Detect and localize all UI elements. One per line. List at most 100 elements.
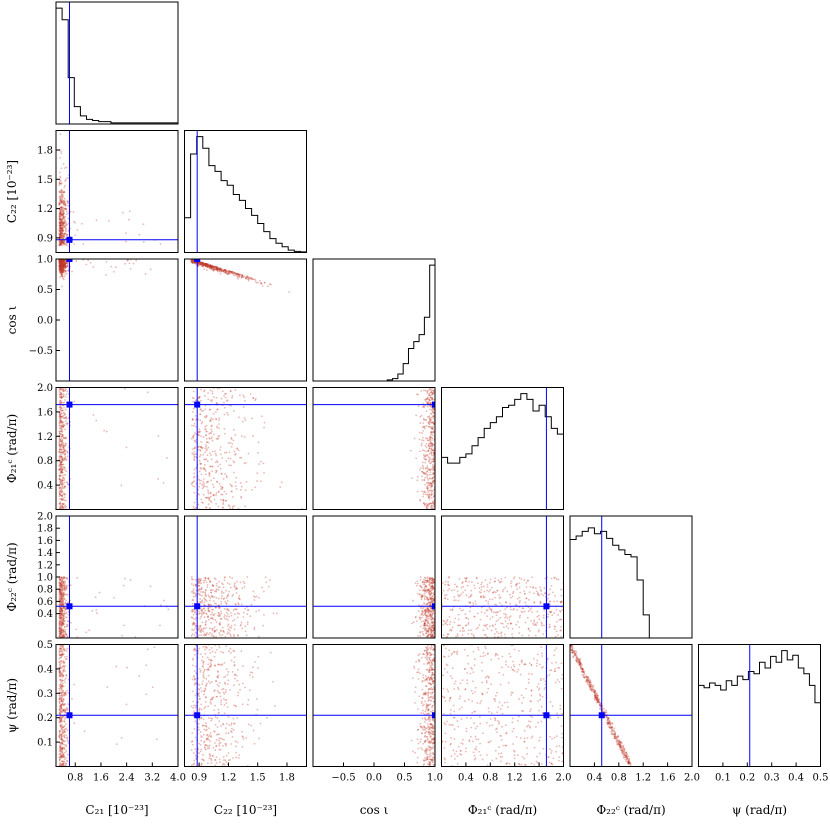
scatter-point — [87, 259, 90, 262]
scatter-point — [58, 632, 61, 635]
scatter-point — [444, 622, 447, 625]
scatter-point — [230, 438, 233, 441]
scatter-point — [527, 628, 530, 630]
scatter-point — [225, 270, 228, 272]
scatter-point — [426, 579, 429, 582]
scatter-point — [430, 493, 433, 496]
scatter-point — [426, 466, 429, 469]
scatter-point — [60, 221, 62, 224]
scatter-point — [60, 236, 63, 239]
scatter-point — [61, 434, 64, 437]
scatter-point — [427, 610, 430, 613]
scatter-point — [60, 262, 62, 265]
scatter-point — [197, 492, 200, 495]
scatter-point — [425, 591, 428, 594]
scatter-point — [423, 610, 426, 612]
scatter-point — [207, 490, 210, 493]
scatter-point — [465, 594, 468, 597]
scatter-point — [432, 472, 435, 475]
scatter-point — [223, 392, 226, 395]
scatter-point — [432, 628, 435, 630]
scatter-point — [532, 586, 535, 589]
scatter-point — [59, 264, 62, 266]
scatter-point — [194, 594, 197, 596]
scatter-point — [254, 397, 257, 400]
scatter-point — [485, 609, 488, 611]
scatter-point — [421, 464, 424, 467]
scatter-point — [428, 627, 430, 630]
scatter-point — [60, 265, 63, 267]
scatter-point — [423, 594, 426, 597]
scatter-point — [202, 467, 205, 470]
scatter-point — [427, 450, 430, 452]
scatter-point — [64, 420, 67, 423]
scatter-point — [454, 599, 457, 602]
scatter-point — [205, 589, 207, 591]
scatter-point — [59, 586, 62, 588]
scatter-point — [61, 271, 64, 274]
scatter-point — [61, 754, 64, 757]
scatter-point — [280, 481, 283, 484]
scatter-point — [427, 487, 429, 490]
scatter-point — [198, 485, 200, 488]
scatter-point — [204, 579, 207, 582]
scatter-point — [58, 753, 61, 756]
scatter-point — [167, 608, 170, 611]
scatter-point — [217, 588, 220, 591]
scatter-point — [232, 429, 235, 431]
scatter-point — [58, 674, 61, 677]
scatter-point — [65, 436, 67, 439]
scatter-point — [215, 597, 218, 599]
scatter-point — [192, 622, 195, 624]
scatter-point — [499, 602, 501, 604]
scatter-point — [427, 495, 430, 498]
scatter-point — [58, 610, 61, 613]
scatter-point — [207, 603, 210, 606]
scatter-point — [240, 276, 243, 279]
scatter-point — [58, 705, 61, 708]
scatter-point — [424, 493, 427, 496]
scatter-point — [200, 262, 203, 264]
scatter-point — [433, 580, 435, 583]
scatter-point — [60, 266, 63, 269]
scatter-point — [82, 243, 85, 245]
scatter-point — [486, 609, 489, 612]
scatter-point — [63, 203, 65, 206]
scatter-point — [96, 612, 98, 614]
scatter-point — [424, 491, 427, 494]
scatter-point — [501, 622, 504, 625]
scatter-point — [432, 629, 435, 632]
scatter-point — [58, 229, 61, 232]
scatter-point — [67, 620, 70, 623]
scatter-point — [249, 393, 252, 396]
scatter-point — [209, 264, 212, 267]
scatter-point — [58, 264, 61, 267]
scatter-point — [422, 627, 425, 630]
scatter-point — [60, 259, 62, 262]
scatter-point — [199, 261, 201, 264]
scatter-point — [190, 259, 193, 262]
scatter-point — [215, 589, 218, 592]
scatter-point — [74, 221, 77, 224]
scatter-point — [540, 590, 543, 592]
scatter-point — [238, 273, 241, 276]
scatter-point — [550, 584, 553, 587]
scatter-point — [427, 617, 429, 620]
scatter-point — [61, 261, 64, 264]
truth-marker — [194, 603, 201, 610]
scatter-point — [58, 635, 61, 638]
scatter-point — [219, 268, 222, 271]
scatter-point — [426, 477, 429, 480]
scatter-point — [203, 633, 206, 635]
scatter-point — [60, 235, 63, 238]
scatter-point — [427, 389, 429, 392]
scatter-point — [518, 586, 521, 589]
scatter-point — [425, 443, 428, 445]
scatter-point — [272, 612, 275, 615]
scatter-point — [432, 625, 435, 627]
scatter-point — [220, 269, 223, 272]
scatter-point — [60, 430, 63, 433]
scatter-point — [193, 450, 195, 453]
scatter-point — [64, 608, 66, 611]
scatter-point — [59, 224, 61, 226]
